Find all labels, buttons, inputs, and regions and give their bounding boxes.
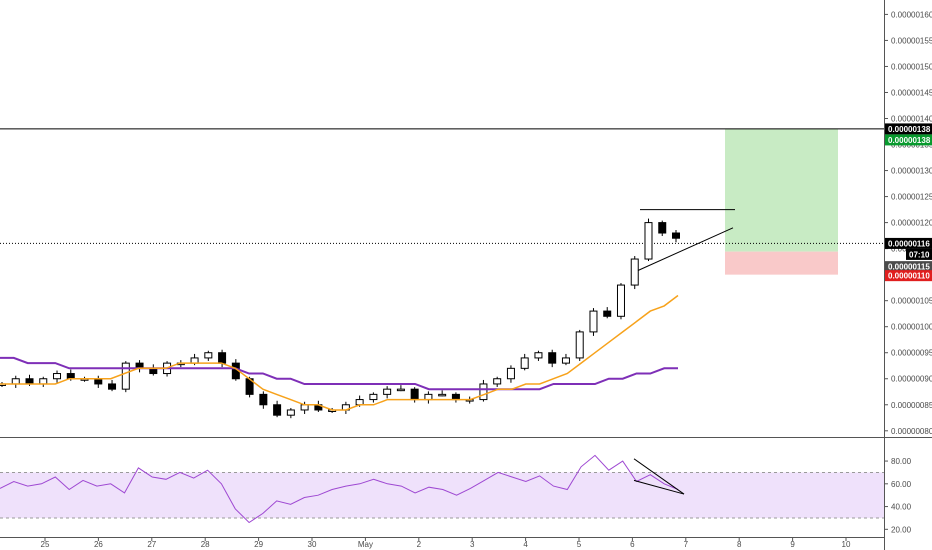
candle-body: [396, 388, 405, 392]
rsi-tick-label: 60.00: [891, 480, 912, 489]
price-badge-entry-label: 0.00000115: [888, 263, 930, 272]
price-badge-target-badge: [885, 134, 932, 146]
candle-body: [11, 378, 20, 385]
candle-body: [286, 409, 295, 416]
price-badge-entry: [885, 261, 932, 273]
candle-body: [25, 378, 34, 385]
price-tick-label: 0.00000130: [891, 167, 932, 176]
candle-body: [410, 388, 419, 401]
rsi-line: [0, 454, 679, 524]
time-tick-label: 2: [417, 540, 422, 549]
rsi-band-background: [0, 472, 884, 518]
candle-body: [53, 373, 62, 380]
candle-body: [451, 393, 460, 401]
time-tick-label: 7: [684, 540, 689, 549]
candle-body: [506, 367, 515, 380]
candle-body: [658, 222, 667, 234]
candle-body: [479, 383, 488, 401]
triangle-lower-line[interactable]: [637, 227, 734, 271]
rsi-wedge-lower-line[interactable]: [633, 479, 685, 495]
price-badge-countdown: [906, 248, 932, 260]
time-tick-label: 30: [308, 540, 317, 549]
time-tick-label: 9: [790, 540, 795, 549]
time-tick-label: May: [358, 540, 373, 549]
candle-body: [121, 362, 130, 390]
candle-body: [204, 352, 213, 359]
candle-body: [575, 331, 584, 359]
time-tick-label: 3: [470, 540, 475, 549]
rsi-pane: 20.00 40.00 60.00 80.00: [0, 454, 912, 534]
price-badge-target: [885, 123, 932, 135]
rsi-wedge-upper-line[interactable]: [633, 458, 685, 495]
price-tick-label: 0.00000155: [891, 36, 932, 45]
price-badge-target-badge-label: 0.00000138: [888, 136, 931, 145]
rsi-tick-label: 80.00: [891, 457, 912, 466]
candle-body: [548, 352, 557, 364]
candle-body: [493, 378, 502, 385]
price-badge-countdown-label: 07:10: [909, 250, 930, 259]
candle-body: [644, 222, 653, 260]
rsi-tick-label: 40.00: [891, 503, 912, 512]
price-tick-label: 0.00000085: [891, 401, 932, 410]
price-tick-label: 0.00000145: [891, 88, 932, 97]
time-tick-label: 27: [147, 540, 156, 549]
stop-loss-zone[interactable]: [725, 251, 838, 275]
time-axis[interactable]: 25 26 27 28 29 30 May 2 3 4 5 6 7 8 9 10: [0, 537, 884, 549]
price-tick-label: 0.00000105: [891, 297, 932, 306]
candle-body: [383, 388, 392, 395]
price-tick-label: 0.00000095: [891, 349, 932, 358]
time-tick-label: 28: [201, 540, 210, 549]
candle-body: [259, 393, 268, 406]
candle-body: [589, 310, 598, 333]
time-tick-label: 10: [842, 540, 851, 549]
take-profit-zone[interactable]: [725, 128, 838, 252]
candle-body: [369, 393, 378, 401]
time-tick-label: 29: [254, 540, 263, 549]
price-tick-label: 0.00000080: [891, 427, 932, 436]
price-tick-label: 0.00000120: [891, 219, 932, 228]
rsi-tick-label: 20.00: [891, 525, 912, 534]
time-tick-label: 5: [577, 540, 582, 549]
price-axis[interactable]: 0.00000080 0.00000085 0.00000090 0.00000095…: [884, 0, 932, 550]
price-badge-target-label: 0.00000138: [888, 125, 931, 134]
candle-body: [520, 357, 529, 369]
price-tick-label: 0.00000125: [891, 193, 932, 202]
time-tick-label: 8: [737, 540, 742, 549]
candle-body: [39, 378, 48, 385]
time-tick-label: 6: [630, 540, 635, 549]
candle-body: [355, 399, 364, 406]
price-badge-stop-label: 0.00000110: [888, 272, 930, 281]
price-tick-label: 0.00000140: [891, 115, 932, 124]
price-tick-label: 0.00000160: [891, 10, 932, 19]
candle-body: [300, 404, 309, 411]
candle-body: [424, 393, 433, 401]
price-tick-label: 0.00000090: [891, 375, 932, 384]
candle-body: [273, 404, 282, 416]
candle-body: [534, 352, 543, 359]
candle-body: [616, 284, 625, 317]
candle-body: [218, 352, 227, 364]
candle-body: [94, 378, 103, 385]
time-tick-label: 25: [41, 540, 50, 549]
price-badge-current: [885, 237, 932, 249]
moving-average-orange-line: [0, 294, 679, 411]
candle-body: [672, 232, 680, 239]
time-tick-label: 4: [523, 540, 528, 549]
candle-body: [108, 383, 117, 390]
price-badge-current-label: 0.00000116: [888, 239, 930, 248]
price-tick-label: 0.00000100: [891, 323, 932, 332]
price-tick-label: 0.00000150: [891, 62, 932, 71]
time-tick-label: 26: [94, 540, 103, 549]
candle-body: [561, 357, 570, 364]
candle-body: [603, 310, 612, 317]
candle-body: [630, 258, 639, 286]
candle-body: [438, 393, 447, 397]
moving-average-purple-line: [0, 356, 678, 391]
price-badge-stop: [885, 270, 932, 282]
